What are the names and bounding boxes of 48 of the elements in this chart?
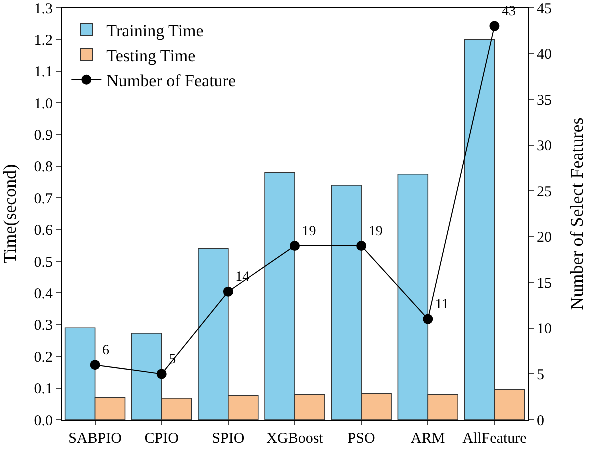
y-tick-label: 0.8 bbox=[34, 160, 53, 176]
y2-tick-label: 45 bbox=[537, 1, 552, 18]
x-tick-label: XGBoost bbox=[266, 431, 324, 447]
y2-tick-label: 15 bbox=[537, 276, 552, 292]
legend-label: Testing Time bbox=[106, 46, 196, 66]
y-tick-label: 0.5 bbox=[34, 254, 53, 271]
y-tick-label: 0.0 bbox=[34, 413, 53, 430]
point bbox=[490, 21, 500, 32]
y-tick-label: 0.1 bbox=[34, 382, 53, 398]
point bbox=[356, 241, 367, 252]
x-tick-label: ARM bbox=[411, 431, 446, 447]
legend-label: Training Time bbox=[106, 21, 204, 40]
data-label: 6 bbox=[102, 343, 110, 358]
y-tick-label: 1.1 bbox=[34, 64, 53, 81]
y-tick-label: 1.0 bbox=[34, 96, 53, 112]
data-label: 14 bbox=[236, 270, 250, 286]
point bbox=[90, 360, 100, 370]
point bbox=[290, 241, 300, 252]
data-label: 19 bbox=[368, 224, 383, 240]
y2-tick-label: 25 bbox=[537, 184, 552, 200]
x-tick-label: CPIO bbox=[144, 431, 180, 447]
legend-label: Number of Feature bbox=[106, 72, 236, 90]
y2-tick-label: 40 bbox=[537, 47, 552, 64]
x-tick-label: PSO bbox=[348, 431, 376, 447]
y2-tick-label: 0 bbox=[537, 413, 544, 430]
y-tick-label: 0.6 bbox=[34, 223, 54, 240]
point bbox=[423, 314, 434, 324]
y2-tick-label: 30 bbox=[537, 138, 552, 155]
y-tick-label: 0.7 bbox=[34, 191, 54, 208]
y-tick-label: 0.3 bbox=[34, 318, 53, 334]
x-tick-label: AllFeature bbox=[462, 431, 528, 447]
y2-tick-label: 20 bbox=[537, 230, 552, 246]
point bbox=[156, 369, 167, 380]
y2-tick-label: 35 bbox=[537, 92, 552, 109]
y2-tick-label: 5 bbox=[537, 367, 544, 384]
y-tick-label: 1.3 bbox=[34, 1, 53, 18]
point bbox=[223, 286, 234, 297]
data-label: 19 bbox=[302, 224, 316, 240]
y2-tick-label: 10 bbox=[537, 322, 552, 338]
data-label: 11 bbox=[435, 298, 449, 313]
y-tick-label: 0.9 bbox=[34, 128, 53, 144]
y-tick-label: 0.4 bbox=[34, 286, 54, 302]
y-axis-title: Time(second) bbox=[0, 164, 20, 264]
x-tick-label: SPIO bbox=[212, 431, 245, 447]
x-tick-label: SABPIO bbox=[68, 431, 122, 447]
y-tick-label: 0.2 bbox=[34, 350, 53, 366]
y2-axis-title: Number of Select Features bbox=[567, 118, 587, 310]
y-tick-label: 1.2 bbox=[34, 32, 53, 49]
